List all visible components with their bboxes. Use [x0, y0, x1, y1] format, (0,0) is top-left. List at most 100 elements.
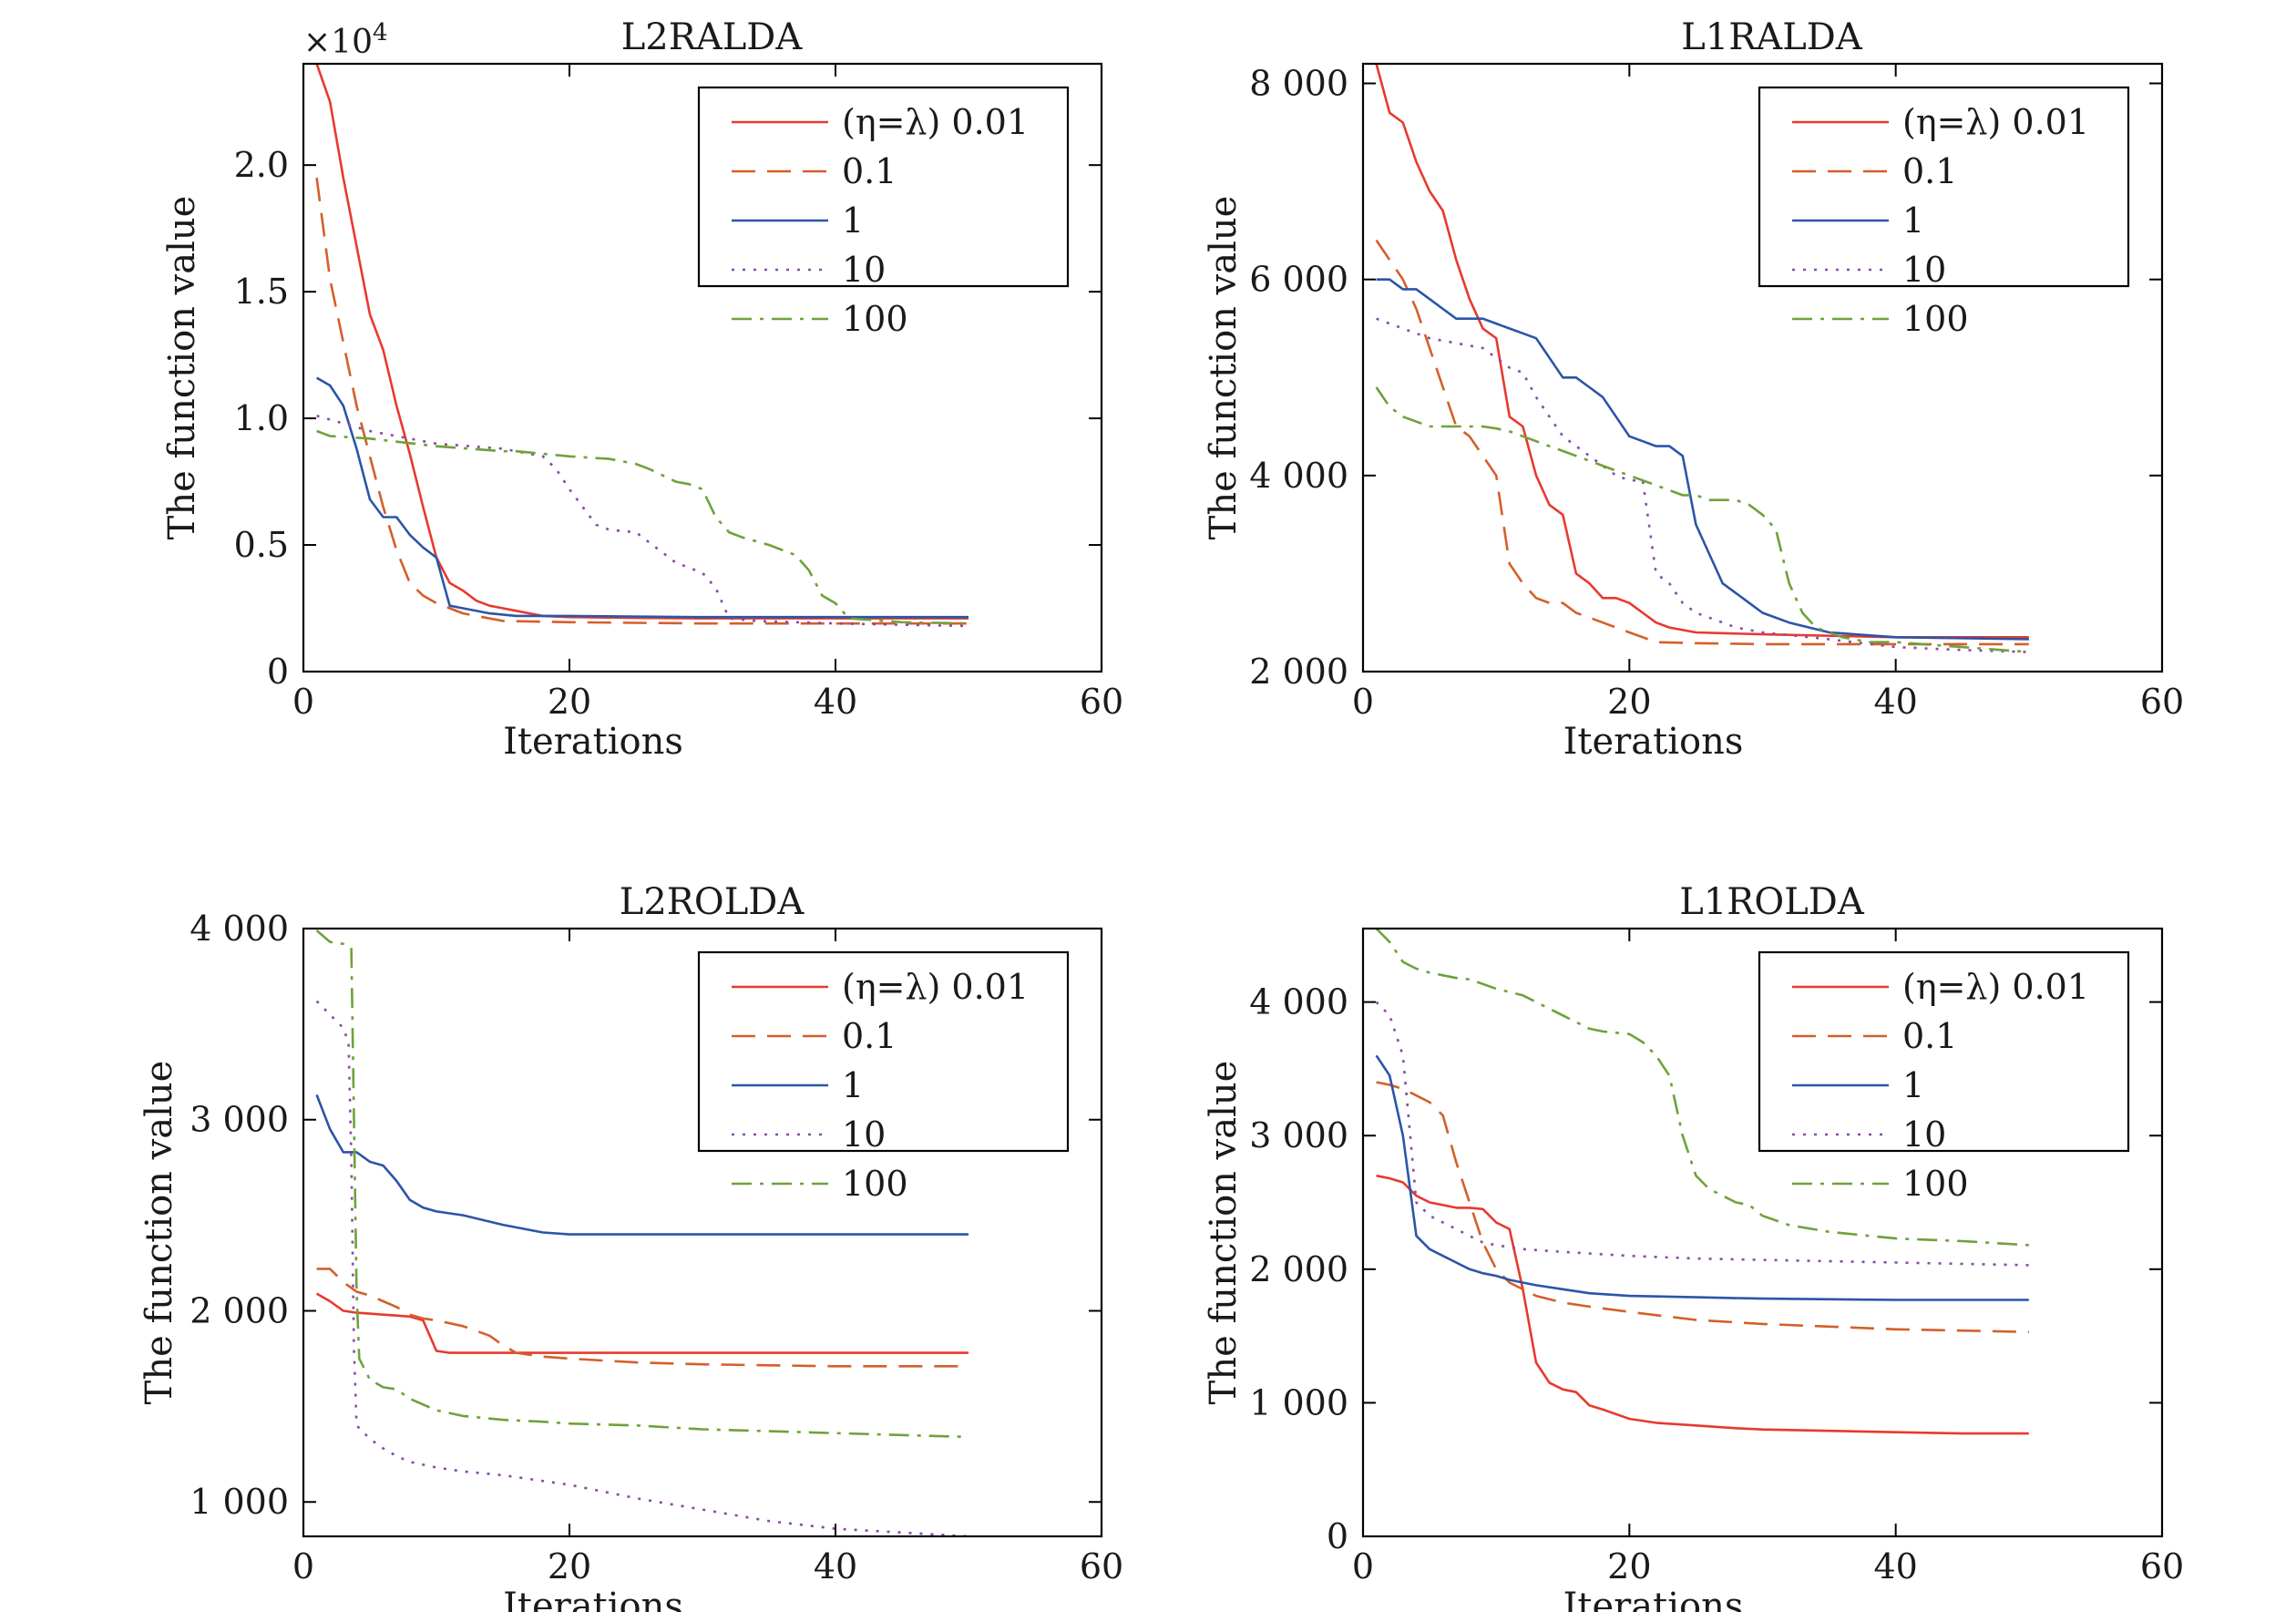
series-line-3	[315, 1000, 969, 1536]
series-group	[1375, 929, 2029, 1435]
series-line-4	[316, 429, 969, 625]
plot-area-frame	[302, 62, 1103, 673]
series-line-3	[1376, 317, 2029, 653]
x-tick-label: 20	[548, 682, 591, 722]
legend-label-1: 0.1	[1902, 1016, 1957, 1056]
x-axis-label: Iterations	[503, 721, 683, 763]
x-tick-label: 60	[1080, 1546, 1123, 1586]
series-group	[315, 64, 969, 628]
y-exponent-power: 4	[373, 19, 388, 46]
series-line-1	[315, 177, 969, 625]
legend-frame	[1758, 86, 2130, 288]
legend-label-3: 10	[842, 1114, 886, 1155]
legend-label-1: 0.1	[1902, 151, 1957, 191]
chart-title: L1ROLDA	[1679, 881, 1865, 923]
series-line-0	[1376, 1174, 2029, 1435]
panel-l2ralda: L2RALDA Iterations The function value 0 2…	[161, 16, 1123, 763]
x-tick-label: 20	[1607, 1546, 1651, 1586]
legend: (η=λ) 0.01 0.1 1 10 100	[1758, 86, 2130, 339]
series-line-4	[315, 929, 969, 1439]
x-tick-label: 20	[1607, 682, 1651, 722]
y-tick-label: 2.0	[234, 145, 289, 185]
y-tick-label: 3 000	[190, 1100, 289, 1140]
y-tick-label: 6 000	[1249, 260, 1348, 300]
legend-label-3: 10	[842, 250, 886, 290]
x-axis-label: Iterations	[503, 1586, 683, 1612]
y-axis-label: The function value	[161, 196, 203, 540]
series-line-0	[315, 64, 969, 620]
plot-area-frame	[302, 927, 1103, 1538]
legend-label-4: 100	[842, 1164, 908, 1204]
y-tick-label: 4 000	[190, 909, 289, 949]
chart-title: L2ROLDA	[620, 881, 805, 923]
y-tick-label: 2 000	[1249, 1249, 1348, 1289]
x-tick-label: 60	[2140, 682, 2184, 722]
series-line-0	[315, 1292, 969, 1354]
panel-l1ralda: L1RALDA Iterations The function value 0 2…	[1203, 16, 2184, 763]
series-line-4	[1375, 386, 2029, 653]
y-tick-label: 1.5	[234, 272, 289, 312]
series-line-2	[1375, 1054, 2029, 1301]
x-tick-label: 40	[814, 682, 857, 722]
legend-label-2: 1	[1902, 200, 1924, 241]
legend-frame	[1758, 950, 2130, 1153]
legend-label-0: (η=λ) 0.01	[1902, 967, 2089, 1007]
legend-label-1: 0.1	[842, 1016, 897, 1056]
x-tick-label: 0	[292, 682, 314, 722]
y-tick-label: 1 000	[190, 1482, 289, 1522]
legend-label-2: 1	[842, 200, 864, 241]
panel-l2rolda: L2ROLDA Iterations The function value 0 2…	[138, 881, 1123, 1612]
legend-label-4: 100	[842, 299, 908, 339]
legend-frame	[697, 86, 1070, 288]
legend-label-2: 1	[842, 1065, 864, 1105]
y-tick-label: 0	[267, 652, 289, 692]
series-line-1	[316, 1268, 969, 1368]
y-exponent-label: ×104	[303, 19, 388, 61]
legend-label-3: 10	[1902, 1114, 1946, 1155]
y-tick-label: 8 000	[1249, 64, 1348, 104]
legend-label-2: 1	[1902, 1065, 1924, 1105]
x-tick-label: 40	[814, 1546, 857, 1586]
y-tick-label: 0	[1327, 1516, 1348, 1556]
legend-label-0: (η=λ) 0.01	[1902, 102, 2089, 142]
plot-area-frame	[1361, 62, 2164, 673]
legend-label-1: 0.1	[842, 151, 897, 191]
legend: (η=λ) 0.01 0.1 1 10 100	[697, 950, 1070, 1204]
series-line-1	[1376, 1081, 2029, 1333]
series-line-1	[1375, 239, 2029, 646]
y-axis-label: The function value	[1203, 196, 1245, 540]
x-tick-label: 60	[2140, 1546, 2184, 1586]
legend-label-0: (η=λ) 0.01	[842, 102, 1029, 142]
legend: (η=λ) 0.01 0.1 1 10 100	[1758, 950, 2130, 1204]
y-tick-label: 2 000	[190, 1290, 289, 1330]
plot-area-frame	[1361, 927, 2164, 1538]
y-tick-label: 4 000	[1249, 456, 1348, 496]
series-line-4	[1375, 929, 2029, 1247]
y-tick-label: 4 000	[1249, 982, 1348, 1022]
x-tick-label: 40	[1873, 682, 1917, 722]
legend-label-4: 100	[1902, 1164, 1969, 1204]
series-line-2	[1376, 278, 2029, 641]
series-group	[315, 929, 969, 1536]
chart-title: L2RALDA	[621, 16, 804, 58]
x-tick-label: 0	[292, 1546, 314, 1586]
x-tick-label: 60	[1080, 682, 1123, 722]
y-tick-label: 1 000	[1249, 1382, 1348, 1422]
y-axis-label: The function value	[138, 1061, 180, 1405]
series-group	[1375, 64, 2029, 653]
series-line-3	[316, 415, 969, 628]
x-tick-label: 40	[1873, 1546, 1917, 1586]
chart-title: L1RALDA	[1681, 16, 1863, 58]
x-tick-label: 0	[1352, 1546, 1374, 1586]
y-axis-label: The function value	[1203, 1061, 1245, 1405]
y-tick-label: 3 000	[1249, 1115, 1348, 1155]
legend: (η=λ) 0.01 0.1 1 10 100	[697, 86, 1070, 339]
y-tick-label: 1.0	[234, 398, 289, 438]
legend-label-0: (η=λ) 0.01	[842, 967, 1029, 1007]
panel-l1rolda: L1ROLDA Iterations The function value 0 2…	[1203, 881, 2184, 1612]
x-axis-label: Iterations	[1563, 721, 1744, 763]
y-tick-label: 0.5	[234, 525, 289, 565]
x-tick-label: 0	[1352, 682, 1374, 722]
legend-label-4: 100	[1902, 299, 1969, 339]
